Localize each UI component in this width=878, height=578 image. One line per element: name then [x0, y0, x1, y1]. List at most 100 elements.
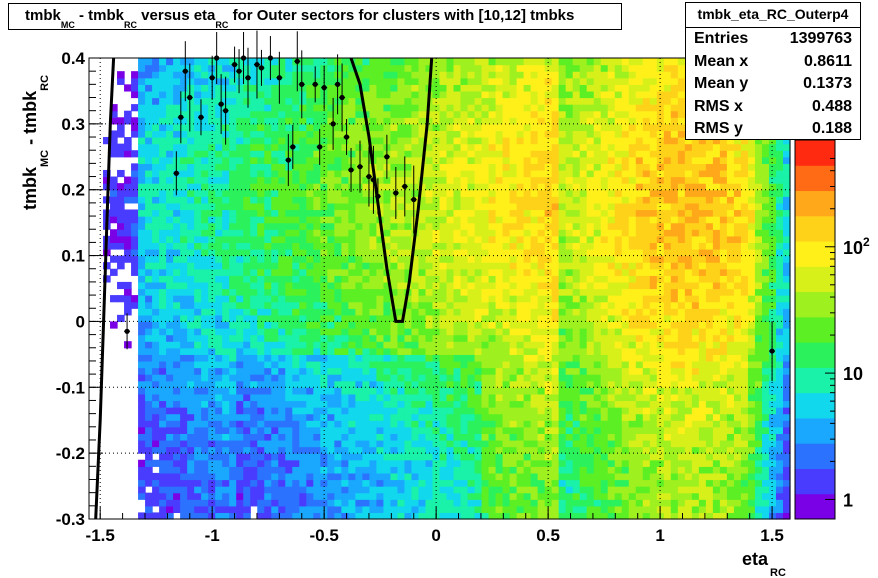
heatmap-cell [194, 367, 202, 375]
heatmap-cell [607, 459, 616, 467]
heatmap-cell [152, 426, 160, 434]
heatmap-cell [523, 275, 532, 283]
heatmap-cell [285, 479, 293, 487]
heatmap-cell [439, 334, 448, 342]
heatmap-cell [544, 400, 553, 408]
heatmap-cell [621, 400, 630, 408]
heatmap-cell [278, 439, 286, 448]
heatmap-cell [271, 321, 279, 329]
heatmap-cell [383, 183, 392, 191]
heatmap-cell [257, 163, 265, 171]
heatmap-cell [537, 262, 546, 270]
heatmap-cell [208, 341, 216, 349]
heatmap-cell [467, 196, 476, 204]
heatmap-cell [159, 248, 167, 257]
heatmap-cell [180, 130, 188, 138]
heatmap-cell [313, 97, 321, 105]
heatmap-cell [579, 216, 588, 224]
heatmap-cell [194, 262, 202, 270]
heatmap-cell [285, 486, 293, 494]
heatmap-cell [173, 308, 181, 316]
heatmap-cell [348, 321, 356, 329]
heatmap-cell [152, 143, 160, 151]
heatmap-cell [327, 505, 335, 514]
heatmap-cell [439, 512, 448, 520]
heatmap-cell [460, 64, 469, 72]
heatmap-cell [236, 123, 244, 132]
heatmap-cell [159, 64, 167, 72]
heatmap-cell [201, 196, 209, 204]
heatmap-cell [306, 479, 314, 487]
heatmap-cell [313, 512, 321, 520]
heatmap-cell [306, 446, 314, 454]
heatmap-cell [390, 84, 399, 92]
heatmap-cell [201, 110, 209, 118]
heatmap-cell [208, 321, 216, 329]
heatmap-cell [145, 420, 153, 428]
heatmap-cell [488, 380, 497, 388]
heatmap-cell [187, 229, 195, 237]
heatmap-cell [201, 58, 209, 66]
heatmap-cell [341, 466, 349, 474]
heatmap-cell [180, 163, 188, 171]
heatmap-cell [586, 360, 595, 369]
heatmap-cell [334, 400, 342, 408]
heatmap-cell [383, 84, 392, 92]
heatmap-cell [306, 505, 314, 514]
heatmap-cell [579, 169, 588, 178]
heatmap-cell [257, 360, 265, 369]
heatmap-cell [355, 367, 363, 375]
heatmap-cell [432, 176, 441, 184]
heatmap-cell [614, 360, 623, 369]
heatmap-cell [537, 281, 546, 290]
heatmap-cell [320, 420, 328, 428]
heatmap-cell [250, 433, 258, 441]
heatmap-cell [145, 413, 153, 421]
heatmap-cell [145, 439, 153, 448]
heatmap-cell [474, 229, 483, 237]
heatmap-cell [453, 466, 462, 474]
heatmap-cell [488, 308, 497, 316]
heatmap-cell [607, 71, 616, 79]
heatmap-cell [565, 189, 574, 197]
heatmap-cell [607, 407, 616, 415]
heatmap-cell [397, 209, 406, 217]
heatmap-cell [145, 163, 153, 171]
heatmap-cell [523, 374, 532, 382]
heatmap-cell [614, 281, 623, 290]
heatmap-cell [166, 499, 174, 507]
heatmap-cell [516, 196, 525, 204]
heatmap-cell [593, 130, 602, 138]
heatmap-cell [341, 216, 349, 224]
heatmap-cell [292, 479, 300, 487]
heatmap-cell [481, 413, 490, 421]
heatmap-cell [551, 183, 560, 191]
heatmap-cell [194, 84, 202, 92]
heatmap-cell [537, 97, 546, 105]
heatmap-cell [530, 314, 539, 323]
heatmap-cell [565, 486, 574, 494]
heatmap-cell [173, 222, 181, 230]
heatmap-cell [201, 479, 209, 487]
heatmap-cell [621, 393, 630, 402]
heatmap-cell [334, 110, 342, 118]
heatmap-cell [453, 281, 462, 290]
heatmap-cell [544, 64, 553, 72]
heatmap-cell [474, 275, 483, 283]
heatmap-cell [495, 169, 504, 178]
heatmap-cell [187, 301, 195, 309]
heatmap-cell [334, 328, 342, 336]
heatmap-cell [446, 202, 455, 211]
heatmap-cell [215, 387, 223, 395]
heatmap-cell [292, 426, 300, 434]
heatmap-cell [425, 169, 434, 178]
heatmap-cell [327, 163, 335, 171]
heatmap-cell [180, 229, 188, 237]
heatmap-cell [243, 393, 251, 402]
heatmap-cell [355, 374, 363, 382]
heatmap-cell [439, 222, 448, 230]
heatmap-cell [131, 242, 139, 250]
heatmap-cell [565, 367, 574, 375]
heatmap-cell [173, 189, 181, 197]
heatmap-cell [271, 262, 279, 270]
